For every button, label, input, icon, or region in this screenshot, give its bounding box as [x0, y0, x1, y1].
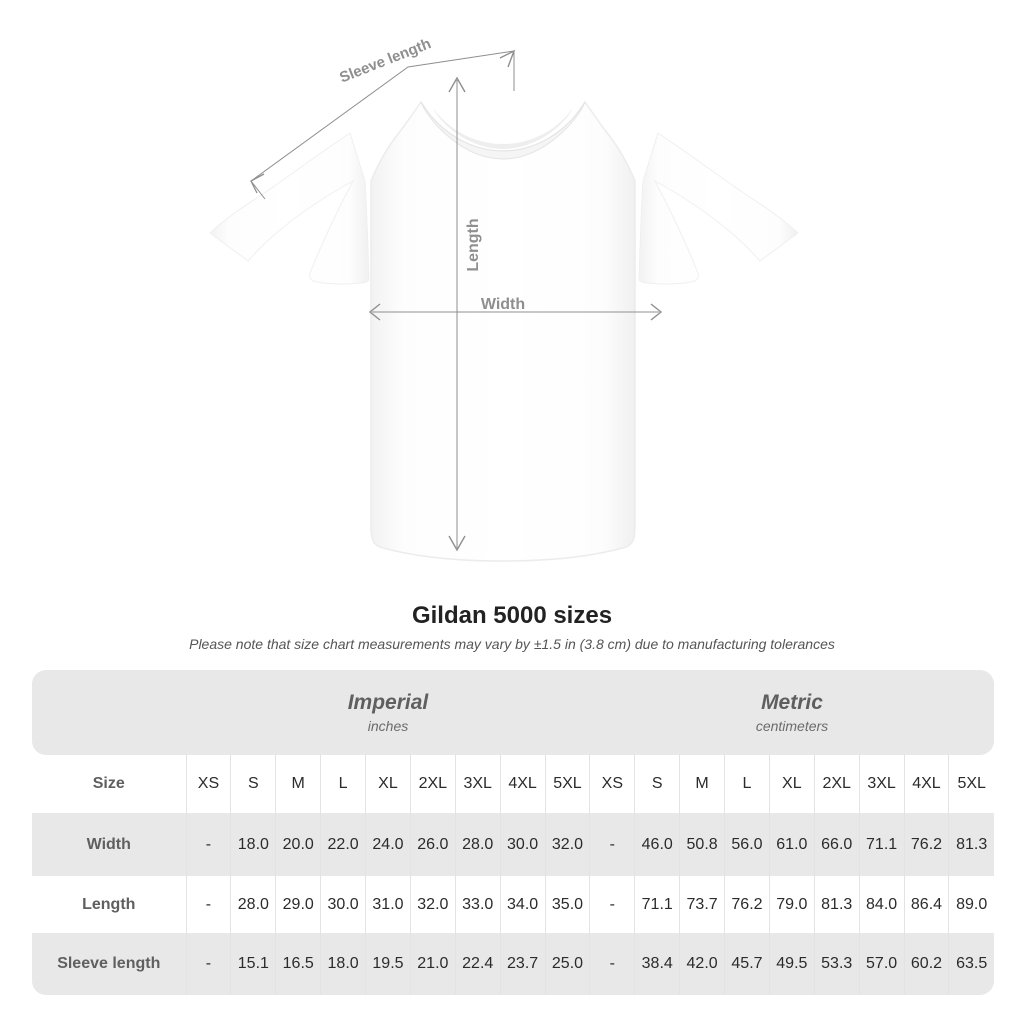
svg-text:Width: Width	[481, 296, 525, 313]
svg-text:Length: Length	[465, 218, 482, 271]
svg-text:Sleeve length: Sleeve length	[337, 35, 433, 86]
